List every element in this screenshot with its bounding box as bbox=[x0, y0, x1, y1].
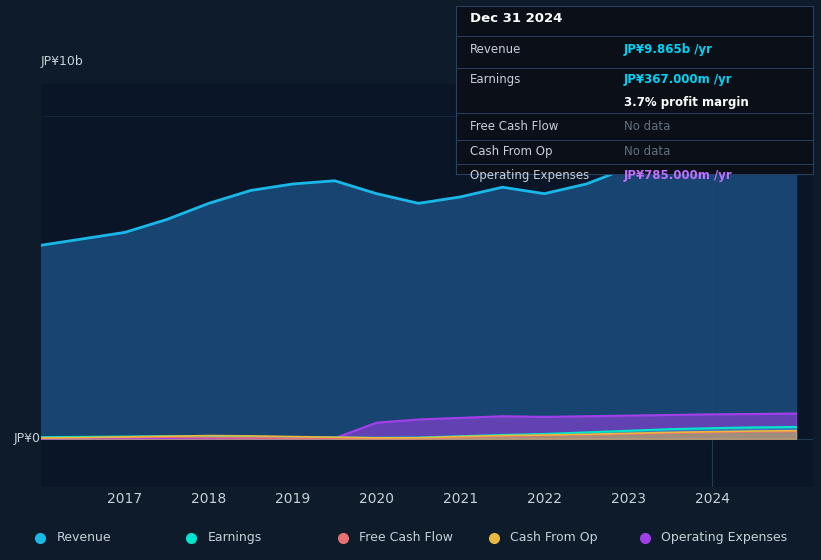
Text: Cash From Op: Cash From Op bbox=[470, 145, 553, 158]
Text: JP¥785.000m /yr: JP¥785.000m /yr bbox=[623, 169, 732, 181]
Text: Revenue: Revenue bbox=[57, 531, 112, 544]
Text: Operating Expenses: Operating Expenses bbox=[470, 169, 589, 181]
Text: Revenue: Revenue bbox=[470, 43, 521, 55]
Text: Free Cash Flow: Free Cash Flow bbox=[470, 120, 558, 133]
Text: Earnings: Earnings bbox=[208, 531, 263, 544]
Text: JP¥367.000m /yr: JP¥367.000m /yr bbox=[623, 73, 732, 86]
Text: Dec 31 2024: Dec 31 2024 bbox=[470, 12, 562, 25]
Text: JP¥10b: JP¥10b bbox=[41, 55, 84, 68]
Text: Earnings: Earnings bbox=[470, 73, 521, 86]
Text: No data: No data bbox=[623, 120, 670, 133]
Text: Operating Expenses: Operating Expenses bbox=[661, 531, 787, 544]
Text: 3.7% profit margin: 3.7% profit margin bbox=[623, 96, 748, 109]
Text: JP¥9.865b /yr: JP¥9.865b /yr bbox=[623, 43, 713, 55]
Text: Cash From Op: Cash From Op bbox=[510, 531, 598, 544]
Text: No data: No data bbox=[623, 145, 670, 158]
Text: Free Cash Flow: Free Cash Flow bbox=[359, 531, 453, 544]
Text: JP¥0: JP¥0 bbox=[13, 432, 40, 445]
